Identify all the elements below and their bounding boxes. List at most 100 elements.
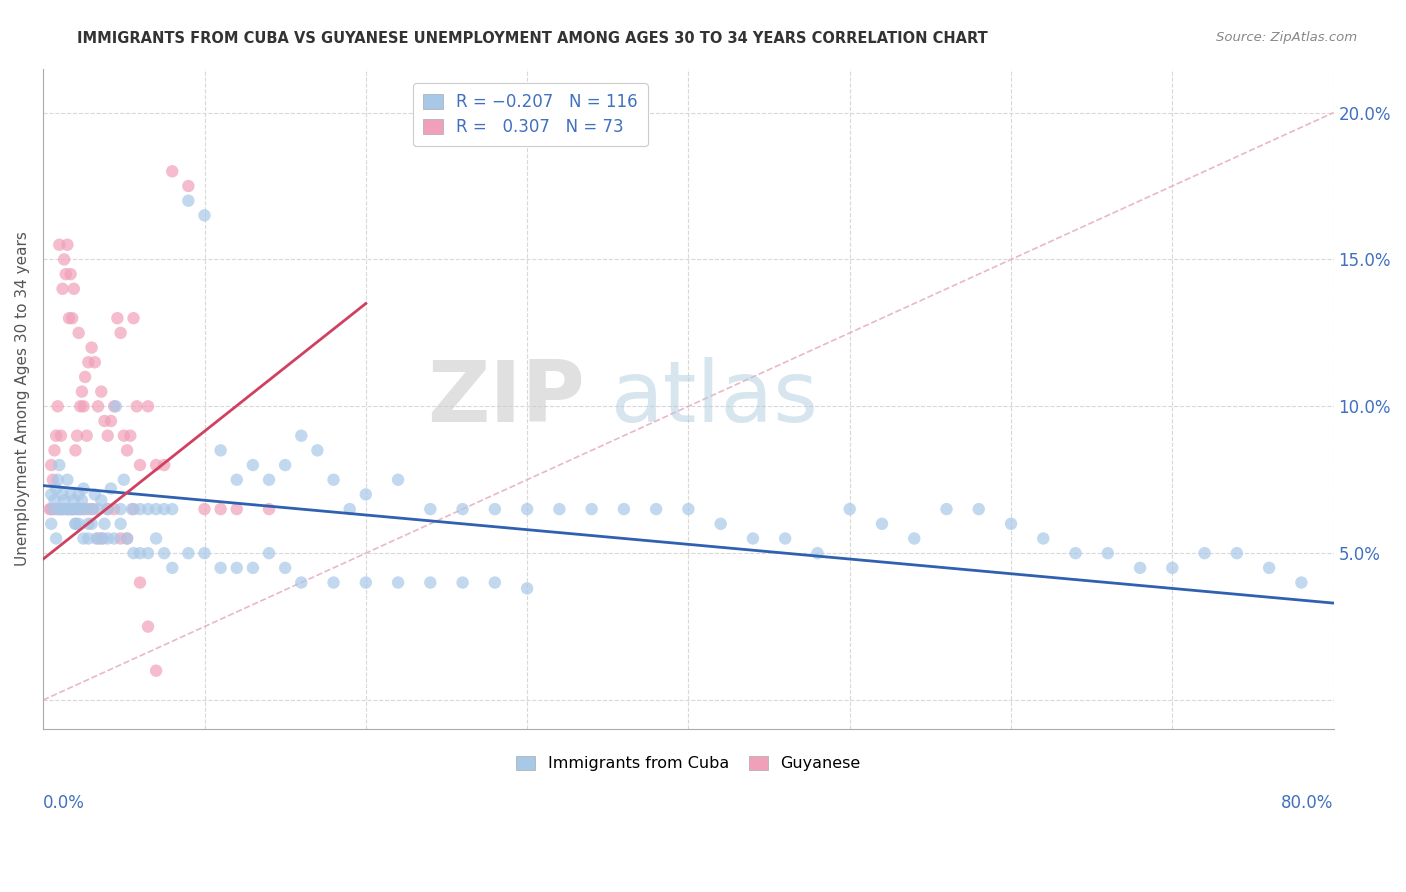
Point <box>66 502 89 516</box>
Point <box>193 502 215 516</box>
Point <box>56 473 79 487</box>
Point <box>1291 575 1313 590</box>
Point <box>129 458 152 472</box>
Point <box>120 428 142 442</box>
Point <box>69 399 91 413</box>
Point <box>59 502 82 516</box>
Point <box>51 502 73 516</box>
Point <box>125 399 148 413</box>
Point <box>100 414 122 428</box>
Point <box>97 532 120 546</box>
Point <box>87 399 110 413</box>
Point <box>65 516 87 531</box>
Point <box>129 575 152 590</box>
Point <box>56 502 79 516</box>
Point <box>44 502 66 516</box>
Point <box>322 473 344 487</box>
Point <box>72 502 94 516</box>
Point <box>613 502 636 516</box>
Point <box>46 502 69 516</box>
Point <box>69 502 91 516</box>
Point <box>65 516 87 531</box>
Point <box>451 575 474 590</box>
Point <box>90 493 112 508</box>
Point <box>110 532 132 546</box>
Point <box>516 582 538 596</box>
Point <box>86 532 108 546</box>
Point <box>87 502 110 516</box>
Point <box>145 458 167 472</box>
Point <box>77 532 100 546</box>
Point <box>59 267 82 281</box>
Point <box>60 311 83 326</box>
Point <box>75 370 97 384</box>
Point <box>97 502 120 516</box>
Point <box>97 502 120 516</box>
Text: 0.0%: 0.0% <box>44 794 86 812</box>
Point <box>44 443 66 458</box>
Point <box>65 443 87 458</box>
Point <box>177 179 200 194</box>
Point <box>209 561 232 575</box>
Point <box>1097 546 1119 560</box>
Point <box>69 502 91 516</box>
Point <box>115 443 138 458</box>
Point <box>257 546 280 560</box>
Point <box>53 493 76 508</box>
Point <box>51 282 73 296</box>
Point <box>75 502 97 516</box>
Point <box>93 516 115 531</box>
Point <box>48 237 70 252</box>
Point <box>77 502 100 516</box>
Point <box>56 502 79 516</box>
Point <box>145 664 167 678</box>
Point <box>645 502 668 516</box>
Point <box>225 502 247 516</box>
Point <box>83 355 105 369</box>
Point <box>581 502 603 516</box>
Point <box>870 516 893 531</box>
Point <box>91 532 114 546</box>
Point <box>112 428 135 442</box>
Point <box>145 532 167 546</box>
Point <box>121 502 143 516</box>
Point <box>354 575 377 590</box>
Point <box>1226 546 1249 560</box>
Point <box>136 399 159 413</box>
Point <box>67 326 90 340</box>
Point <box>1129 561 1152 575</box>
Point <box>162 561 184 575</box>
Point <box>72 482 94 496</box>
Point <box>110 502 132 516</box>
Point <box>39 516 62 531</box>
Point <box>66 428 89 442</box>
Point <box>516 502 538 516</box>
Point <box>42 473 65 487</box>
Point <box>838 502 860 516</box>
Point <box>49 502 72 516</box>
Point <box>90 532 112 546</box>
Point <box>1161 561 1184 575</box>
Point <box>53 502 76 516</box>
Point <box>773 532 796 546</box>
Point <box>58 502 80 516</box>
Point <box>162 502 184 516</box>
Point <box>193 208 215 222</box>
Point <box>257 502 280 516</box>
Point <box>103 502 125 516</box>
Point <box>83 487 105 501</box>
Point <box>49 428 72 442</box>
Point <box>93 414 115 428</box>
Point <box>77 355 100 369</box>
Point <box>1258 561 1281 575</box>
Point <box>806 546 828 560</box>
Point <box>274 458 297 472</box>
Point <box>136 546 159 560</box>
Point <box>110 516 132 531</box>
Point <box>1032 532 1054 546</box>
Point <box>115 532 138 546</box>
Point <box>80 516 103 531</box>
Point <box>80 502 103 516</box>
Point <box>44 493 66 508</box>
Point <box>162 164 184 178</box>
